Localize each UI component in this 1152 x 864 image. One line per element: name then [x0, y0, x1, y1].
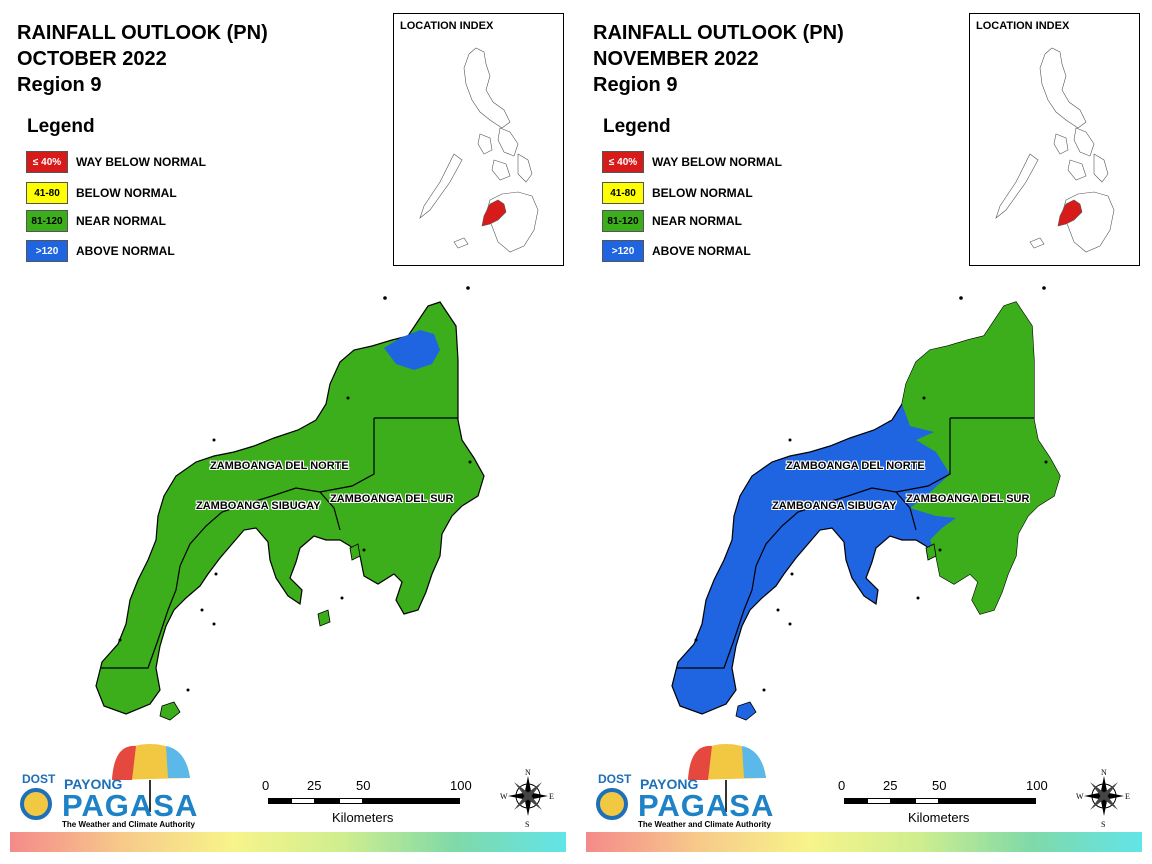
color-band [10, 832, 566, 852]
label-zamboanga-del-norte: ZAMBOANGA DEL NORTE [210, 460, 349, 472]
scale-tick: 25 [307, 778, 322, 793]
outlook-panel-november: RAINFALL OUTLOOK (PN) NOVEMBER 2022 Regi… [576, 0, 1152, 864]
legend-label: BELOW NORMAL [652, 186, 753, 200]
legend-label: WAY BELOW NORMAL [76, 155, 207, 169]
scale-bar: 0 25 50 100 Kilometers [838, 778, 1048, 828]
svg-text:W: W [1076, 792, 1084, 801]
scale-tick: 50 [356, 778, 371, 793]
legend-item-above: >120 ABOVE NORMAL [26, 240, 175, 262]
umbrella-icon [596, 744, 766, 820]
scale-bar: 0 25 50 100 Kilometers [262, 778, 472, 828]
location-index-inset: LOCATION INDEX [969, 13, 1140, 266]
scale-tick: 25 [883, 778, 898, 793]
region-9-highlight [1057, 199, 1083, 227]
legend-swatch: 81-120 [26, 210, 68, 232]
svg-text:S: S [525, 820, 529, 828]
scale-units: Kilometers [332, 810, 394, 825]
scale-tick: 0 [838, 778, 846, 793]
legend-swatch: 41-80 [26, 182, 68, 204]
pagasa-logo: DOST PAYONG PAGASA The Weather and Clima… [16, 742, 199, 830]
label-zamboanga-del-sur: ZAMBOANGA DEL SUR [906, 493, 1030, 505]
legend-swatch: 81-120 [602, 210, 644, 232]
color-band [586, 832, 1142, 852]
legend-item-near: 81-120 NEAR NORMAL [602, 210, 742, 232]
legend-label: WAY BELOW NORMAL [652, 155, 783, 169]
inset-title: LOCATION INDEX [976, 20, 1070, 32]
label-zamboanga-del-norte: ZAMBOANGA DEL NORTE [786, 460, 925, 472]
legend-item-below: 41-80 BELOW NORMAL [602, 182, 753, 204]
legend-swatch: 41-80 [602, 182, 644, 204]
scale-tick: 0 [262, 778, 270, 793]
legend-title: Legend [27, 116, 95, 137]
outlook-panel-october: RAINFALL OUTLOOK (PN) OCTOBER 2022 Regio… [10, 13, 566, 852]
legend-label: BELOW NORMAL [76, 186, 177, 200]
svg-text:E: E [549, 792, 554, 801]
logo-pagasa-text: PAGASA [62, 788, 199, 823]
legend-swatch: ≤ 40% [26, 151, 68, 173]
map-title: RAINFALL OUTLOOK (PN) NOVEMBER 2022 Regi… [593, 20, 844, 98]
umbrella-icon [20, 744, 190, 820]
title-line-2: NOVEMBER 2022 [593, 48, 759, 70]
legend-label: ABOVE NORMAL [76, 244, 175, 258]
north-arrow-icon: N S E W [1076, 766, 1132, 829]
title-line-1: RAINFALL OUTLOOK (PN) [17, 22, 268, 44]
title-line-3: Region 9 [17, 74, 102, 96]
north-arrow-icon: N S E W [500, 766, 556, 829]
logo-tagline: The Weather and Climate Authority [638, 820, 771, 829]
legend-title: Legend [603, 116, 671, 137]
legend-item-below: 41-80 BELOW NORMAL [26, 182, 177, 204]
region-map [671, 286, 1061, 721]
scale-tick: 100 [450, 778, 472, 793]
region-9-landmass [95, 301, 485, 715]
region-9-highlight [481, 199, 507, 227]
label-zamboanga-sibugay: ZAMBOANGA SIBUGAY [772, 500, 897, 512]
legend-item-near: 81-120 NEAR NORMAL [26, 210, 166, 232]
philippines-outline [995, 47, 1115, 253]
svg-text:E: E [1125, 792, 1130, 801]
legend-item-above: >120 ABOVE NORMAL [602, 240, 751, 262]
title-line-3: Region 9 [593, 74, 678, 96]
title-line-2: OCTOBER 2022 [17, 48, 167, 70]
legend-swatch: >120 [26, 240, 68, 262]
philippines-outline [419, 47, 539, 253]
region-map [95, 286, 485, 721]
legend-item-way-below: ≤ 40% WAY BELOW NORMAL [602, 151, 782, 173]
label-zamboanga-del-sur: ZAMBOANGA DEL SUR [330, 493, 454, 505]
scale-tick: 100 [1026, 778, 1048, 793]
logo-payong-text: PAYONG [640, 776, 699, 792]
legend-label: NEAR NORMAL [652, 214, 742, 228]
map-title: RAINFALL OUTLOOK (PN) OCTOBER 2022 Regio… [17, 20, 268, 98]
svg-text:W: W [500, 792, 508, 801]
svg-text:S: S [1101, 820, 1105, 828]
pagasa-logo: DOST PAYONG PAGASA The Weather and Clima… [592, 742, 775, 830]
logo-pagasa-text: PAGASA [638, 788, 775, 823]
above-normal-area [384, 330, 440, 370]
logo-dost-text: DOST [22, 772, 56, 786]
scale-tick: 50 [932, 778, 947, 793]
legend-item-way-below: ≤ 40% WAY BELOW NORMAL [26, 151, 206, 173]
label-zamboanga-sibugay: ZAMBOANGA SIBUGAY [196, 500, 321, 512]
inset-title: LOCATION INDEX [400, 20, 494, 32]
logo-tagline: The Weather and Climate Authority [62, 820, 195, 829]
legend-label: ABOVE NORMAL [652, 244, 751, 258]
location-index-inset: LOCATION INDEX [393, 13, 564, 266]
svg-text:N: N [1101, 768, 1107, 777]
svg-text:N: N [525, 768, 531, 777]
logo-payong-text: PAYONG [64, 776, 123, 792]
legend-label: NEAR NORMAL [76, 214, 166, 228]
scale-units: Kilometers [908, 810, 970, 825]
title-line-1: RAINFALL OUTLOOK (PN) [593, 22, 844, 44]
near-normal-area [902, 302, 1060, 614]
legend-swatch: >120 [602, 240, 644, 262]
legend-swatch: ≤ 40% [602, 151, 644, 173]
logo-dost-text: DOST [598, 772, 632, 786]
